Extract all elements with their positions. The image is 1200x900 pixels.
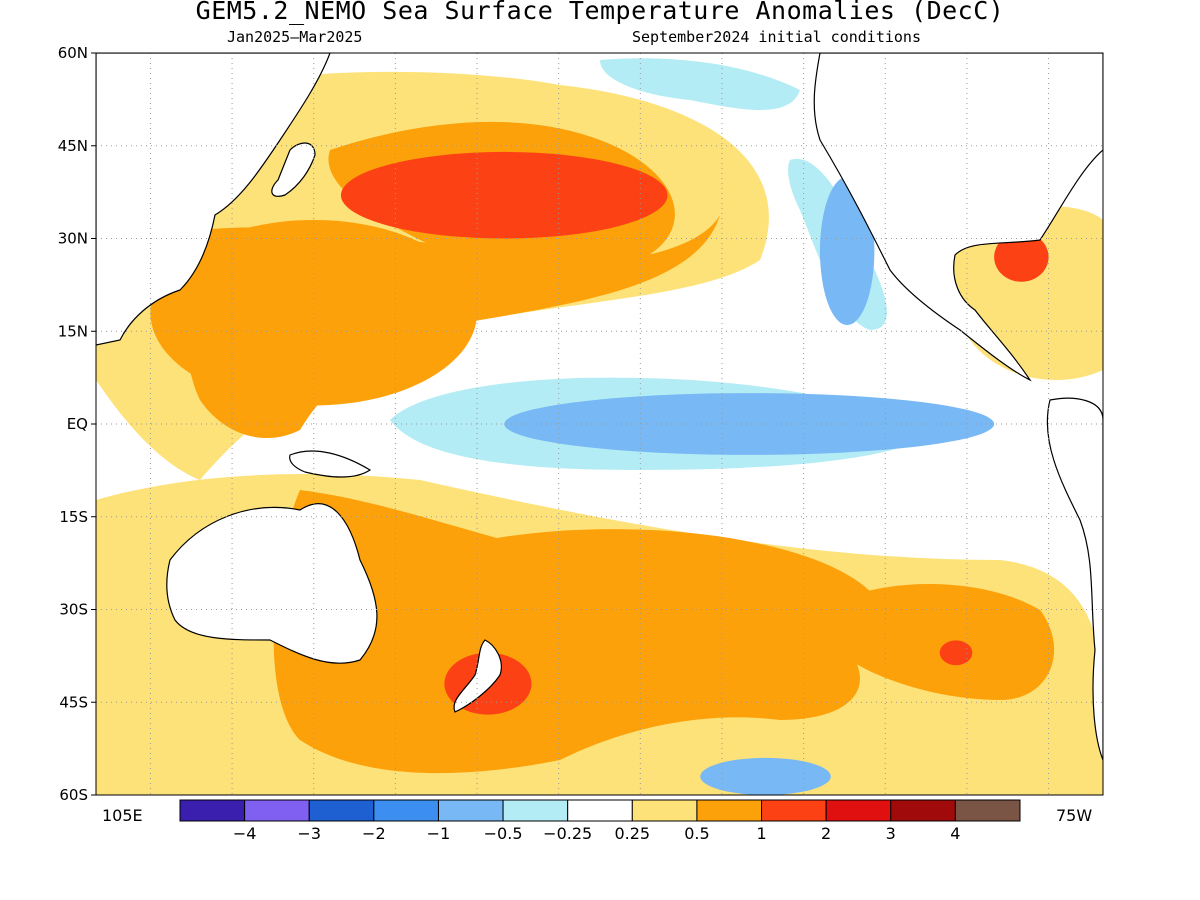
region-south-ocean-cold <box>700 757 831 795</box>
colorbar-swatch <box>567 799 633 822</box>
colorbar-tick-label: −0.25 <box>543 824 592 843</box>
chart-title: GEM5.2_NEMO Sea Surface Temperature Anom… <box>195 0 1005 25</box>
region-gulf-of-mexico-warm <box>994 232 1049 282</box>
lon-label-right: 75W <box>1056 806 1092 825</box>
region-south-pacific-warm <box>340 529 886 715</box>
initial-conditions: September2024 initial conditions <box>632 28 921 46</box>
map-area <box>96 53 1103 795</box>
lat-tick-label: 45N <box>58 137 88 155</box>
forecast-period: Jan2025—Mar2025 <box>227 28 363 46</box>
colorbar-swatch <box>308 799 375 822</box>
colorbar-tick-label: 4 <box>950 824 960 843</box>
region-north-pacific-warm-blob <box>340 151 668 239</box>
blue-field-north <box>600 58 800 110</box>
land-japan <box>271 142 316 197</box>
region-equatorial-cold-band <box>504 393 995 455</box>
colorbar-tick-label: −1 <box>427 824 451 843</box>
grid-lines <box>96 53 1103 795</box>
lat-tick-label: 45S <box>59 693 88 711</box>
colorbar-swatch <box>761 799 827 822</box>
lat-tick-label: 15S <box>59 508 88 526</box>
lon-label-left: 105E <box>102 806 143 825</box>
land-north-america <box>813 53 1103 382</box>
latitude-axis: 60N 45N 30N 15N EQ 15S 30S 45S 60S <box>58 44 96 804</box>
colorbar-tick-label: 2 <box>821 824 831 843</box>
orange-field-sepac <box>833 583 1055 700</box>
colorbar-tick-label: −2 <box>362 824 386 843</box>
lat-tick-label: 60S <box>59 786 88 804</box>
colorbar-swatch <box>244 799 310 822</box>
lat-tick-label: 30N <box>58 230 88 248</box>
colorbar-tick-label: 3 <box>886 824 896 843</box>
land-south-america <box>1046 397 1103 761</box>
colorbar-swatch <box>825 799 892 822</box>
region-western-pacific-warm-pool <box>150 219 478 406</box>
colorbar-tick-label: 0.5 <box>684 824 709 843</box>
colorbar-tick-label: −0.5 <box>484 824 523 843</box>
land-australia <box>166 503 378 664</box>
colorbar-tick-label: −3 <box>297 824 321 843</box>
colorbar-swatch <box>631 799 698 822</box>
colorbar <box>179 799 1021 822</box>
land-new-zealand <box>453 639 502 713</box>
colorbar-tick-label: 1 <box>756 824 766 843</box>
colorbar-swatch <box>437 799 504 822</box>
colorbar-swatch <box>502 799 569 822</box>
lat-tick-label: 15N <box>58 322 88 340</box>
lat-tick-label: 30S <box>59 601 88 619</box>
land-new-guinea <box>289 450 372 478</box>
colorbar-swatch <box>954 799 1021 822</box>
colorbar-labels: −4 −3 −2 −1 −0.5 −0.25 0.25 0.5 1 2 3 4 <box>233 824 961 843</box>
colorbar-swatch <box>696 799 763 822</box>
colorbar-tick-label: −4 <box>233 824 257 843</box>
colorbar-swatch <box>373 799 439 822</box>
colorbar-swatch <box>890 799 956 822</box>
colorbar-tick-label: 0.25 <box>614 824 650 843</box>
lat-tick-label: 60N <box>58 44 88 62</box>
region-southeast-pacific-warm <box>939 640 973 666</box>
land-asia <box>96 53 331 346</box>
colorbar-swatch <box>179 799 246 822</box>
lat-tick-label: EQ <box>67 415 88 433</box>
